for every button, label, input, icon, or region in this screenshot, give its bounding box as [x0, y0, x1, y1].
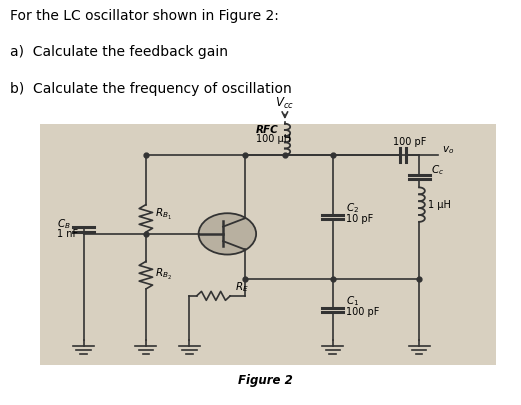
- Text: $V_{cc}$: $V_{cc}$: [276, 96, 294, 111]
- Text: a)  Calculate the feedback gain: a) Calculate the feedback gain: [10, 45, 228, 60]
- Text: RFC: RFC: [256, 126, 279, 135]
- Text: $R_{B_2}$: $R_{B_2}$: [155, 267, 171, 282]
- Circle shape: [199, 213, 256, 255]
- Text: 100 pF: 100 pF: [346, 307, 380, 317]
- Text: $R_{B_1}$: $R_{B_1}$: [155, 207, 171, 222]
- Text: $v_o$: $v_o$: [442, 144, 454, 156]
- Text: $C_B$: $C_B$: [57, 217, 71, 231]
- Text: 10 pF: 10 pF: [346, 214, 374, 224]
- Text: $C_c$: $C_c$: [431, 164, 444, 177]
- Text: 100 pF: 100 pF: [393, 137, 426, 147]
- Text: $C_2$: $C_2$: [346, 202, 359, 215]
- Text: For the LC oscillator shown in Figure 2:: For the LC oscillator shown in Figure 2:: [10, 9, 279, 23]
- Text: 100 μH: 100 μH: [256, 134, 291, 144]
- Text: 1 μH: 1 μH: [428, 200, 451, 210]
- Text: 1 nF: 1 nF: [57, 229, 78, 239]
- Text: $R_E$: $R_E$: [235, 280, 249, 294]
- Text: b)  Calculate the frequency of oscillation: b) Calculate the frequency of oscillatio…: [10, 82, 292, 96]
- FancyBboxPatch shape: [41, 124, 496, 364]
- Text: $C_1$: $C_1$: [346, 294, 359, 308]
- Text: Figure 2: Figure 2: [238, 374, 293, 387]
